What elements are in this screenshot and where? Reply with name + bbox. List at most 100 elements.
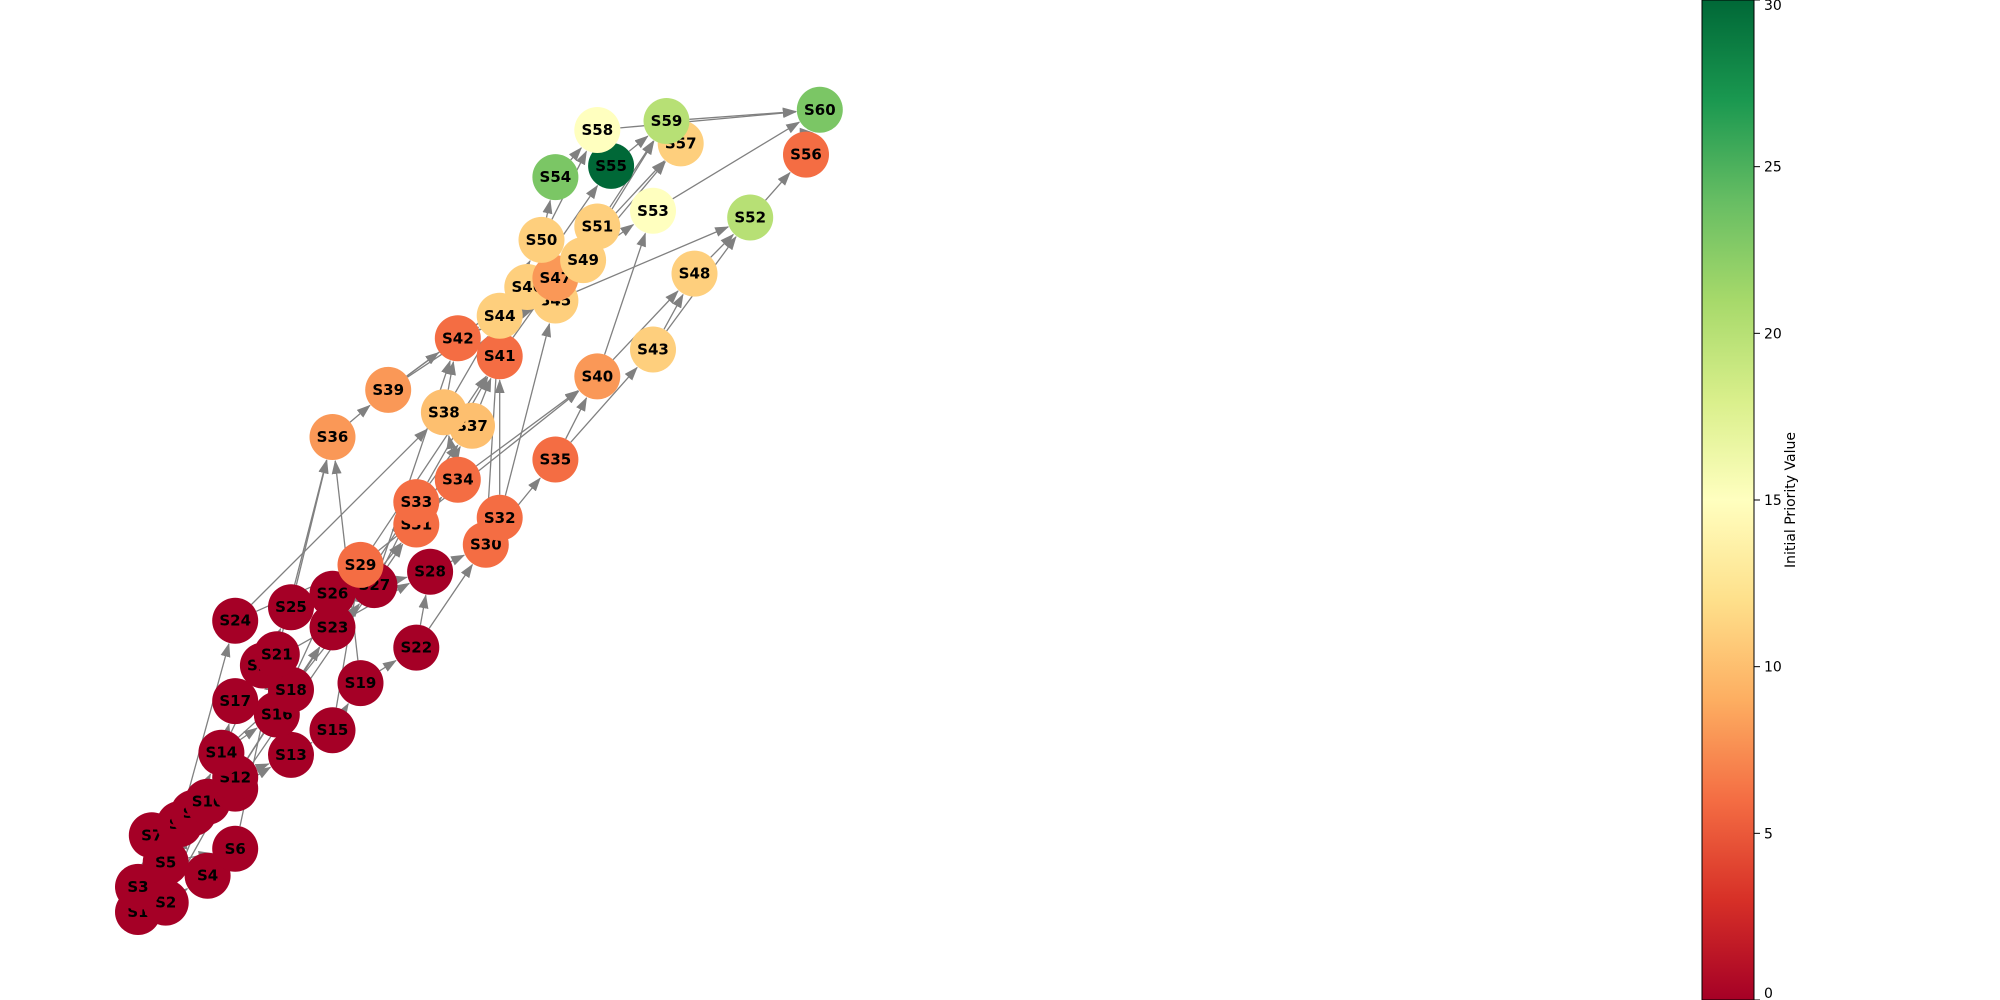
node-label: S4	[197, 867, 218, 885]
edge-s38-s42	[446, 360, 456, 390]
edge-s40-s48	[612, 290, 679, 361]
colorbar-label: Initial Priority Value	[1783, 432, 1799, 568]
node-label: S32	[484, 509, 516, 527]
edge-s14-s17	[220, 723, 231, 739]
node-label: S33	[400, 493, 432, 511]
node-label: S40	[581, 367, 613, 385]
node-label: S58	[581, 121, 613, 139]
node-s6: S6	[212, 825, 259, 872]
node-label: S23	[317, 618, 349, 636]
colorbar-tick-label: 20	[1764, 326, 1782, 342]
edge-s24-s38	[251, 428, 428, 605]
node-s22: S22	[393, 624, 440, 671]
node-s36: S36	[309, 414, 356, 460]
node-s55: S55	[588, 142, 635, 189]
edge-s34-s40	[475, 390, 579, 467]
node-circle	[532, 154, 579, 201]
edge-s35-s40	[565, 397, 588, 440]
node-circle	[434, 315, 481, 362]
node-label: S38	[428, 403, 460, 421]
node-circle	[365, 366, 412, 413]
node-s26: S26	[309, 570, 356, 617]
edge-s14-s16	[239, 727, 258, 741]
node-label: S56	[790, 146, 822, 164]
node-label: S30	[470, 536, 502, 554]
colorbar-scale	[1701, 0, 1755, 1000]
edge-s52-s56	[765, 171, 791, 201]
colorbar-tick-label: 0	[1764, 986, 1773, 1000]
node-s32: S32	[476, 494, 523, 541]
node-circle	[337, 660, 384, 707]
edge-s22-s30	[428, 563, 473, 629]
edge-s28-s30	[450, 554, 466, 566]
colorbar-ticks: 0 5 10 15 20 25 30	[1754, 0, 1782, 1000]
node-label: S50	[526, 231, 558, 249]
node-circle	[268, 731, 314, 778]
node-circle	[212, 678, 259, 725]
node-circle	[574, 107, 621, 153]
node-label: S34	[442, 471, 474, 489]
node-label: S7	[141, 826, 162, 844]
node-s50: S50	[518, 216, 565, 263]
node-label: S21	[261, 645, 293, 663]
edge-s50-s54	[542, 199, 553, 218]
edge-s36-s39	[349, 404, 371, 423]
node-circle	[796, 86, 843, 133]
edge-s18-s23	[303, 646, 320, 672]
node-label: S2	[155, 894, 176, 912]
node-label: S54	[540, 168, 572, 186]
node-circle	[393, 479, 440, 526]
node-circle	[476, 494, 523, 541]
node-circle	[212, 825, 259, 872]
node-s53: S53	[630, 187, 676, 234]
node-label: S43	[637, 341, 669, 359]
node-label: S19	[345, 674, 377, 692]
node-circle	[727, 194, 774, 241]
node-circle	[309, 604, 356, 651]
node-label: S36	[317, 428, 349, 446]
node-label: S53	[637, 202, 669, 220]
node-s60: S60	[796, 86, 843, 133]
node-label: S25	[275, 598, 307, 616]
node-label: S29	[345, 556, 377, 574]
node-s34: S34	[434, 456, 481, 503]
node-circle	[630, 326, 676, 373]
edge-s25-s36	[295, 459, 329, 585]
node-s59: S59	[643, 98, 690, 144]
node-label: S3	[127, 878, 148, 896]
edge-s59-s60	[689, 107, 797, 120]
node-label: S44	[484, 307, 516, 325]
node-circle	[574, 353, 621, 400]
node-label: S48	[679, 265, 711, 283]
edge-s45-s52	[576, 226, 730, 293]
nodes-layer: S1S2S3S4S5S6S7S8S9S10S11S12S13S14S15S16S…	[115, 86, 843, 935]
edge-s27-s28	[392, 575, 408, 586]
node-circle	[407, 548, 454, 595]
edge-s22-s28	[418, 594, 429, 626]
node-label: S26	[317, 585, 349, 603]
edge-s34-s38	[446, 434, 457, 458]
edge-s37-s41	[479, 377, 492, 405]
node-s14: S14	[198, 729, 245, 776]
node-circle	[253, 631, 300, 678]
node-label: S24	[219, 612, 251, 630]
node-s28: S28	[407, 548, 454, 595]
node-s24: S24	[212, 597, 259, 644]
node-circle	[630, 187, 676, 234]
colorbar-tick-label: 10	[1764, 660, 1782, 676]
node-s19: S19	[337, 660, 384, 707]
edge-s19-s22	[379, 659, 397, 672]
node-s54: S54	[532, 154, 579, 201]
node-s43: S43	[630, 326, 676, 373]
edge-s54-s58	[568, 147, 582, 161]
edge-s32-s45	[504, 322, 552, 496]
colorbar-tick-label: 15	[1764, 493, 1782, 509]
edge-s12-s13	[254, 763, 270, 774]
node-s42: S42	[434, 315, 481, 362]
node-label: S52	[734, 209, 766, 227]
node-s33: S33	[393, 479, 440, 526]
node-label: S51	[581, 218, 613, 236]
node-s39: S39	[365, 366, 412, 413]
node-circle	[393, 624, 440, 671]
node-circle	[671, 250, 718, 297]
